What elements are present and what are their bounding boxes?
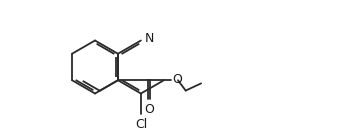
Text: O: O xyxy=(172,73,182,86)
Text: Cl: Cl xyxy=(135,118,147,131)
Text: N: N xyxy=(145,32,154,45)
Text: O: O xyxy=(144,103,154,116)
